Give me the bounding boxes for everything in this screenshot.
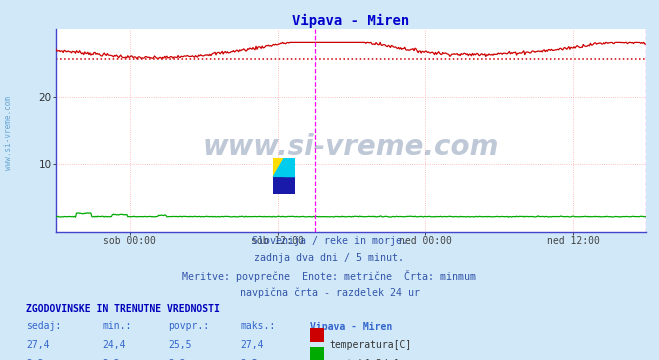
Polygon shape — [273, 158, 284, 176]
Title: Vipava - Miren: Vipava - Miren — [293, 13, 409, 28]
Text: 27,4: 27,4 — [26, 340, 50, 350]
Text: temperatura[C]: temperatura[C] — [330, 340, 412, 350]
Text: maks.:: maks.: — [241, 321, 275, 332]
Polygon shape — [273, 158, 295, 176]
Text: www.si-vreme.com: www.si-vreme.com — [203, 133, 499, 161]
Text: povpr.:: povpr.: — [168, 321, 209, 332]
Text: 2,5: 2,5 — [241, 359, 258, 360]
Text: ZGODOVINSKE IN TRENUTNE VREDNOSTI: ZGODOVINSKE IN TRENUTNE VREDNOSTI — [26, 304, 220, 314]
Text: min.:: min.: — [102, 321, 132, 332]
Text: pretok[m3/s]: pretok[m3/s] — [330, 359, 400, 360]
Text: 27,4: 27,4 — [241, 340, 264, 350]
Polygon shape — [284, 167, 295, 176]
Text: 2,3: 2,3 — [26, 359, 44, 360]
Text: Vipava - Miren: Vipava - Miren — [310, 321, 392, 332]
Text: zadnja dva dni / 5 minut.: zadnja dva dni / 5 minut. — [254, 253, 405, 263]
Text: Slovenija / reke in morje.: Slovenija / reke in morje. — [252, 236, 407, 246]
Text: 25,5: 25,5 — [168, 340, 192, 350]
Text: navpična črta - razdelek 24 ur: navpična črta - razdelek 24 ur — [239, 288, 420, 298]
Text: 2,2: 2,2 — [102, 359, 120, 360]
Text: www.si-vreme.com: www.si-vreme.com — [4, 96, 13, 170]
Text: Meritve: povprečne  Enote: metrične  Črta: minmum: Meritve: povprečne Enote: metrične Črta:… — [183, 270, 476, 282]
Text: 2,3: 2,3 — [168, 359, 186, 360]
Text: sedaj:: sedaj: — [26, 321, 61, 332]
Text: 24,4: 24,4 — [102, 340, 126, 350]
